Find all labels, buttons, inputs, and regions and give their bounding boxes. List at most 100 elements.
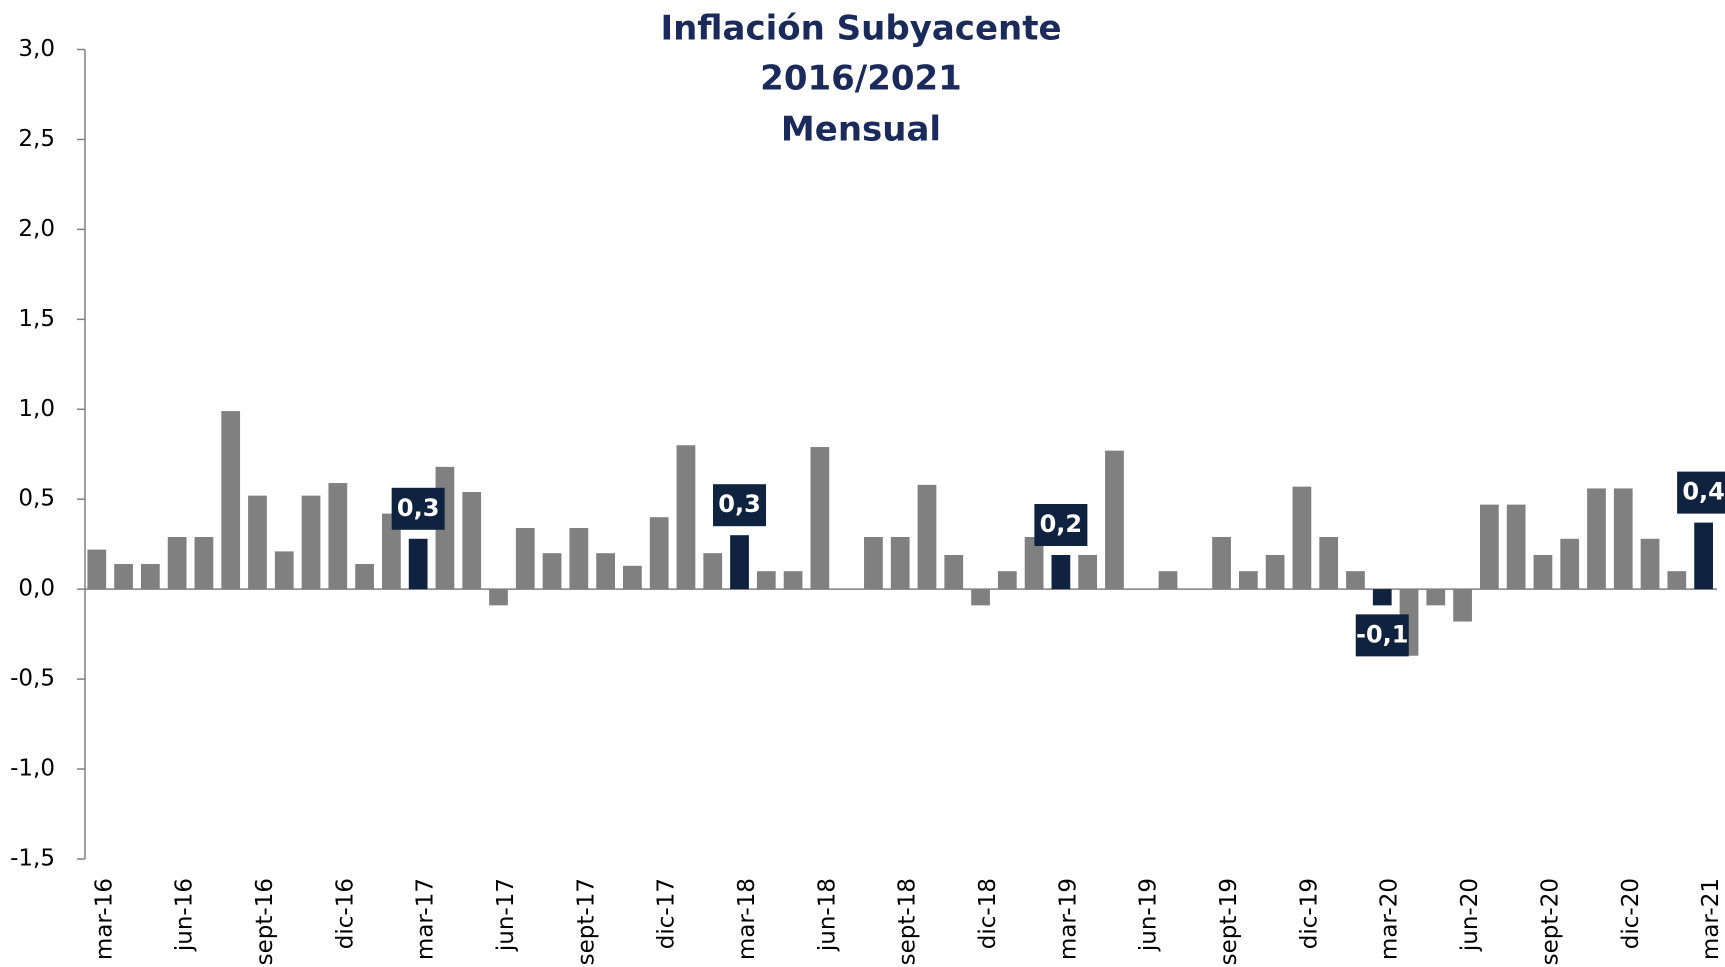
bar (1694, 522, 1713, 590)
bar (810, 447, 830, 590)
data-label-box (1355, 614, 1409, 657)
bar (783, 571, 803, 590)
data-label-box (1677, 471, 1725, 514)
x-tick-label: jun-20 (1457, 878, 1483, 952)
y-tick-label: 2,5 (18, 126, 55, 152)
y-tick-label: -1,5 (10, 846, 55, 872)
x-tick-label: dic-17 (654, 878, 680, 949)
bar (194, 536, 214, 590)
bar (569, 528, 589, 590)
bar (248, 495, 267, 590)
data-label-box (1034, 503, 1088, 546)
x-tick-label: sept-17 (573, 878, 599, 965)
bar (1479, 504, 1499, 590)
data-label: 0,4 (1682, 478, 1725, 506)
bar (167, 536, 187, 590)
y-tick-label: 0,5 (18, 486, 55, 512)
bar (1158, 571, 1178, 590)
bar (87, 549, 107, 590)
bar (1078, 554, 1098, 590)
x-tick-label: sept-20 (1537, 878, 1563, 965)
x-tick-label: dic-18 (975, 878, 1001, 949)
bar (1613, 488, 1633, 590)
bar (649, 517, 669, 590)
bar (1346, 571, 1365, 590)
bar (890, 536, 910, 590)
bar (703, 553, 723, 590)
bar (1506, 504, 1526, 590)
x-tick-label: jun-18 (814, 878, 840, 952)
data-label-box (391, 487, 445, 530)
bar (1105, 450, 1124, 590)
bar (1372, 589, 1392, 606)
bar (355, 563, 374, 590)
chart-subtitle: Mensual (781, 110, 941, 150)
x-tick-label: sept-19 (1216, 878, 1242, 965)
bar (274, 551, 294, 590)
bar (515, 528, 535, 590)
y-tick-label: 0,0 (18, 576, 55, 602)
bar (1587, 488, 1606, 590)
x-tick-label: mar-18 (734, 878, 760, 960)
x-tick-label: dic-16 (332, 878, 358, 949)
bar (596, 553, 615, 590)
x-tick-label: jun-16 (172, 878, 198, 952)
bar (301, 495, 321, 590)
bar (1265, 554, 1285, 590)
bar (542, 553, 562, 590)
bar (382, 513, 401, 590)
bar (1212, 536, 1231, 590)
bar (997, 571, 1017, 590)
chart-title: Inflación Subyacente (660, 9, 1061, 49)
bar (114, 563, 133, 590)
bar (1453, 589, 1472, 622)
y-tick-label: 1,0 (18, 396, 55, 422)
bar (1024, 536, 1044, 590)
bar (676, 445, 696, 590)
bar (1051, 554, 1071, 590)
bar (1533, 554, 1553, 590)
bar (730, 535, 749, 590)
x-tick-label: mar-17 (413, 878, 439, 960)
bar (1560, 538, 1580, 590)
x-tick-label: jun-17 (493, 878, 519, 952)
bar (408, 538, 428, 590)
x-tick-label: dic-19 (1296, 878, 1322, 949)
bar (489, 589, 508, 606)
y-tick-label: 1,5 (18, 306, 55, 332)
data-label: 0,2 (1040, 510, 1083, 538)
y-tick-label: 2,0 (18, 216, 55, 242)
bar (623, 565, 642, 590)
bar (1667, 571, 1687, 590)
x-tick-label: sept-18 (895, 878, 921, 965)
data-label: -0,1 (1356, 620, 1408, 648)
y-tick-label: -0,5 (10, 666, 55, 692)
bar (944, 554, 964, 590)
data-label-box (713, 484, 767, 527)
bar (1319, 536, 1339, 590)
bar (221, 411, 241, 590)
bar (1238, 571, 1258, 590)
bar (1292, 486, 1312, 590)
x-tick-label: mar-16 (91, 878, 117, 960)
x-tick-label: dic-20 (1618, 878, 1644, 949)
bar (1640, 538, 1660, 590)
data-label: 0,3 (718, 490, 761, 518)
bar (971, 589, 990, 606)
bar (756, 571, 776, 590)
x-tick-label: mar-19 (1055, 878, 1081, 960)
bar (140, 563, 160, 590)
chart-subtitle: 2016/2021 (760, 59, 962, 99)
x-tick-label: mar-21 (1698, 878, 1724, 960)
x-tick-label: mar-20 (1377, 878, 1403, 960)
data-label: 0,3 (397, 494, 440, 522)
x-tick-label: sept-16 (252, 878, 278, 965)
bar (917, 484, 937, 590)
y-tick-label: -1,0 (10, 756, 55, 782)
y-tick-label: 3,0 (18, 36, 55, 62)
bar (1426, 589, 1446, 606)
bar (864, 536, 883, 590)
bar (328, 483, 348, 590)
x-tick-label: jun-19 (1136, 878, 1162, 952)
